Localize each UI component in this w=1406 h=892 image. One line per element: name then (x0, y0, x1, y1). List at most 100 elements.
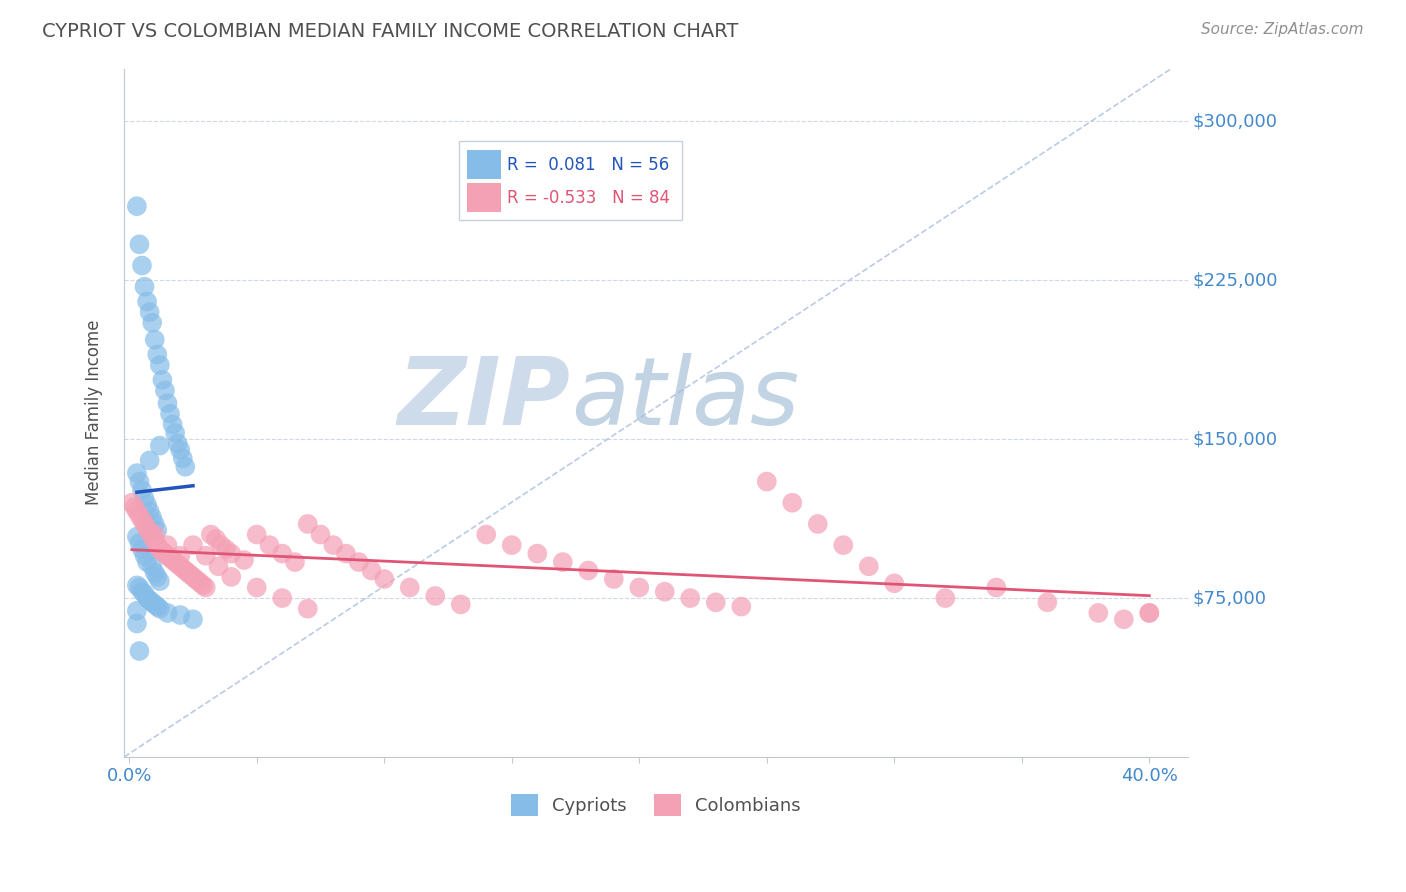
Point (628, 581, 651, 595)
Point (143, 566, 166, 580)
Point (501, 538, 523, 552)
Point (131, 259, 153, 273)
Point (297, 516, 319, 531)
Point (271, 591, 294, 605)
Point (143, 516, 166, 531)
Legend: Cypriots, Colombians: Cypriots, Colombians (503, 787, 808, 823)
Point (134, 516, 156, 531)
Point (807, 516, 830, 531)
Point (124, 500, 146, 514)
Point (551, 555, 574, 569)
Point (125, 466, 148, 480)
Point (128, 536, 150, 550)
Point (832, 538, 855, 552)
Point (149, 542, 172, 557)
Point (128, 644, 150, 658)
Point (858, 559, 880, 574)
Text: R = -0.533   N = 84: R = -0.533 N = 84 (508, 189, 671, 207)
Point (704, 595, 727, 609)
Point (181, 570, 204, 584)
Point (679, 591, 702, 605)
Point (755, 475, 778, 489)
Point (165, 425, 187, 440)
Point (138, 593, 160, 607)
Point (169, 607, 191, 622)
Point (425, 589, 447, 603)
Point (450, 598, 472, 612)
Point (360, 564, 382, 578)
Point (131, 584, 153, 599)
Point (205, 532, 228, 546)
Point (398, 581, 420, 595)
Point (177, 566, 200, 580)
Text: $300,000: $300,000 (1192, 112, 1278, 130)
Text: R =  0.081   N = 56: R = 0.081 N = 56 (508, 156, 669, 174)
Point (169, 442, 191, 457)
Point (138, 453, 160, 467)
Point (934, 591, 956, 605)
Point (141, 510, 163, 524)
Point (259, 538, 281, 552)
Point (322, 538, 344, 552)
Point (1137, 606, 1160, 620)
Text: $150,000: $150,000 (1192, 430, 1278, 448)
Point (174, 564, 197, 578)
Point (121, 496, 143, 510)
Point (207, 559, 229, 574)
Point (149, 439, 172, 453)
Point (128, 581, 150, 595)
Point (138, 305, 160, 319)
Point (184, 572, 207, 586)
Point (1087, 606, 1109, 620)
Point (181, 612, 204, 626)
Point (347, 555, 370, 569)
Point (146, 538, 169, 552)
Point (141, 316, 163, 330)
Point (335, 547, 357, 561)
Text: Source: ZipAtlas.com: Source: ZipAtlas.com (1201, 22, 1364, 37)
Point (125, 604, 148, 618)
Point (187, 574, 209, 589)
Point (194, 549, 217, 563)
FancyBboxPatch shape (467, 184, 501, 212)
Point (131, 483, 153, 497)
Point (146, 570, 169, 584)
Point (136, 498, 159, 512)
Point (138, 525, 160, 540)
Point (136, 294, 159, 309)
Point (138, 504, 160, 518)
Point (149, 574, 172, 589)
Point (125, 530, 148, 544)
Y-axis label: Median Family Income: Median Family Income (86, 320, 103, 506)
Point (128, 475, 150, 489)
Point (131, 542, 153, 557)
Point (134, 491, 156, 506)
Point (730, 599, 752, 614)
Point (156, 396, 179, 410)
Point (162, 417, 184, 432)
Text: ZIP: ZIP (398, 353, 571, 445)
Point (143, 333, 166, 347)
Point (172, 561, 194, 575)
Point (654, 584, 676, 599)
Point (475, 527, 498, 541)
Point (219, 570, 242, 584)
Text: CYPRIOT VS COLOMBIAN MEDIAN FAMILY INCOME CORRELATION CHART: CYPRIOT VS COLOMBIAN MEDIAN FAMILY INCOM… (42, 22, 738, 41)
Text: atlas: atlas (571, 353, 799, 444)
Point (143, 527, 166, 541)
Point (246, 581, 269, 595)
Text: $225,000: $225,000 (1192, 271, 1278, 289)
Point (134, 549, 156, 563)
Point (159, 407, 181, 421)
Point (1112, 612, 1135, 626)
Point (141, 530, 163, 544)
Point (143, 533, 166, 548)
Point (271, 547, 294, 561)
Point (174, 459, 197, 474)
Point (131, 513, 153, 527)
Point (782, 496, 804, 510)
Text: $75,000: $75,000 (1192, 589, 1267, 607)
Point (156, 606, 179, 620)
Point (128, 508, 150, 523)
Point (162, 553, 184, 567)
